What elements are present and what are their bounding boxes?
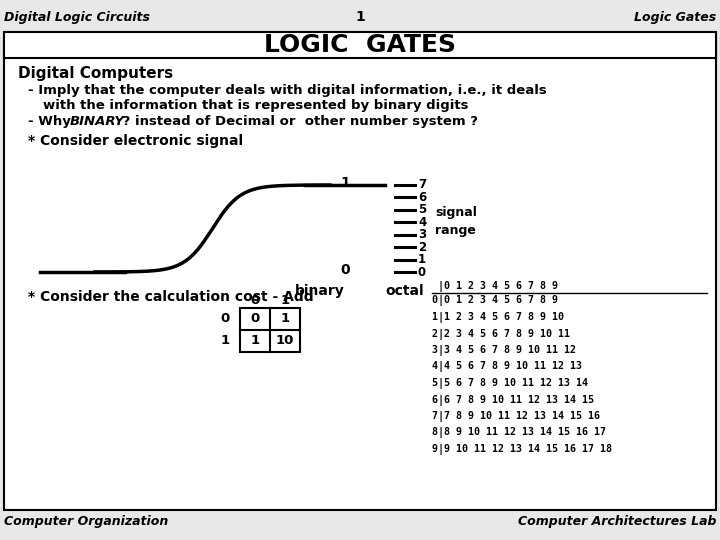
Text: 6: 6: [418, 191, 426, 204]
Text: signal: signal: [435, 206, 477, 219]
Text: 1: 1: [418, 253, 426, 266]
Text: 0: 0: [251, 313, 260, 326]
Bar: [240, 308, 300, 352]
Text: Computer Architectures Lab: Computer Architectures Lab: [518, 516, 716, 529]
Text: 4: 4: [418, 216, 426, 229]
Text: 1: 1: [251, 334, 260, 348]
Text: - Imply that the computer deals with digital information, i.e., it deals: - Imply that the computer deals with dig…: [28, 84, 546, 97]
Text: 0: 0: [418, 266, 426, 279]
Text: 1: 1: [340, 176, 350, 190]
Text: 1: 1: [220, 334, 230, 348]
Text: 1: 1: [280, 294, 289, 307]
Text: 3: 3: [418, 228, 426, 241]
Text: 10: 10: [276, 334, 294, 348]
Text: 1|1 2 3 4 5 6 7 8 9 10: 1|1 2 3 4 5 6 7 8 9 10: [432, 312, 564, 323]
Text: 5|5 6 7 8 9 10 11 12 13 14: 5|5 6 7 8 9 10 11 12 13 14: [432, 378, 588, 389]
Text: * Consider electronic signal: * Consider electronic signal: [28, 134, 243, 148]
Text: LOGIC  GATES: LOGIC GATES: [264, 33, 456, 57]
Text: 2: 2: [418, 241, 426, 254]
Text: - Why: - Why: [28, 115, 76, 128]
Text: 0: 0: [220, 313, 230, 326]
Text: 0: 0: [251, 294, 260, 307]
Text: BINARY: BINARY: [70, 115, 125, 128]
Text: 4|4 5 6 7 8 9 10 11 12 13: 4|4 5 6 7 8 9 10 11 12 13: [432, 361, 582, 373]
Text: |0 1 2 3 4 5 6 7 8 9: |0 1 2 3 4 5 6 7 8 9: [432, 281, 558, 293]
Text: 7: 7: [418, 179, 426, 192]
Text: 6|6 7 8 9 10 11 12 13 14 15: 6|6 7 8 9 10 11 12 13 14 15: [432, 395, 594, 406]
Text: binary: binary: [295, 284, 345, 298]
Text: 1: 1: [355, 10, 365, 24]
Text: * Consider the calculation cost - Add: * Consider the calculation cost - Add: [28, 290, 314, 304]
Text: 1: 1: [280, 313, 289, 326]
Text: 7|7 8 9 10 11 12 13 14 15 16: 7|7 8 9 10 11 12 13 14 15 16: [432, 411, 600, 422]
Text: Computer Organization: Computer Organization: [4, 516, 168, 529]
Text: 9|9 10 11 12 13 14 15 16 17 18: 9|9 10 11 12 13 14 15 16 17 18: [432, 444, 612, 455]
Text: 2|2 3 4 5 6 7 8 9 10 11: 2|2 3 4 5 6 7 8 9 10 11: [432, 328, 570, 340]
Text: 0: 0: [340, 263, 350, 277]
Text: Logic Gates: Logic Gates: [634, 10, 716, 24]
Text: 0|0 1 2 3 4 5 6 7 8 9: 0|0 1 2 3 4 5 6 7 8 9: [432, 295, 558, 307]
Text: range: range: [435, 224, 476, 237]
Bar: [4, 38, 716, 510]
Text: ? instead of Decimal or  other number system ?: ? instead of Decimal or other number sys…: [118, 115, 478, 128]
Text: octal: octal: [386, 284, 424, 298]
Text: Digital Computers: Digital Computers: [18, 66, 173, 81]
Text: 3|3 4 5 6 7 8 9 10 11 12: 3|3 4 5 6 7 8 9 10 11 12: [432, 345, 576, 356]
Text: 5: 5: [418, 204, 426, 217]
Bar: [0, 0, 720, 35]
Text: 8|8 9 10 11 12 13 14 15 16 17: 8|8 9 10 11 12 13 14 15 16 17: [432, 428, 606, 438]
Text: with the information that is represented by binary digits: with the information that is represented…: [43, 99, 469, 112]
Bar: [4, 32, 716, 58]
Text: Digital Logic Circuits: Digital Logic Circuits: [4, 10, 150, 24]
